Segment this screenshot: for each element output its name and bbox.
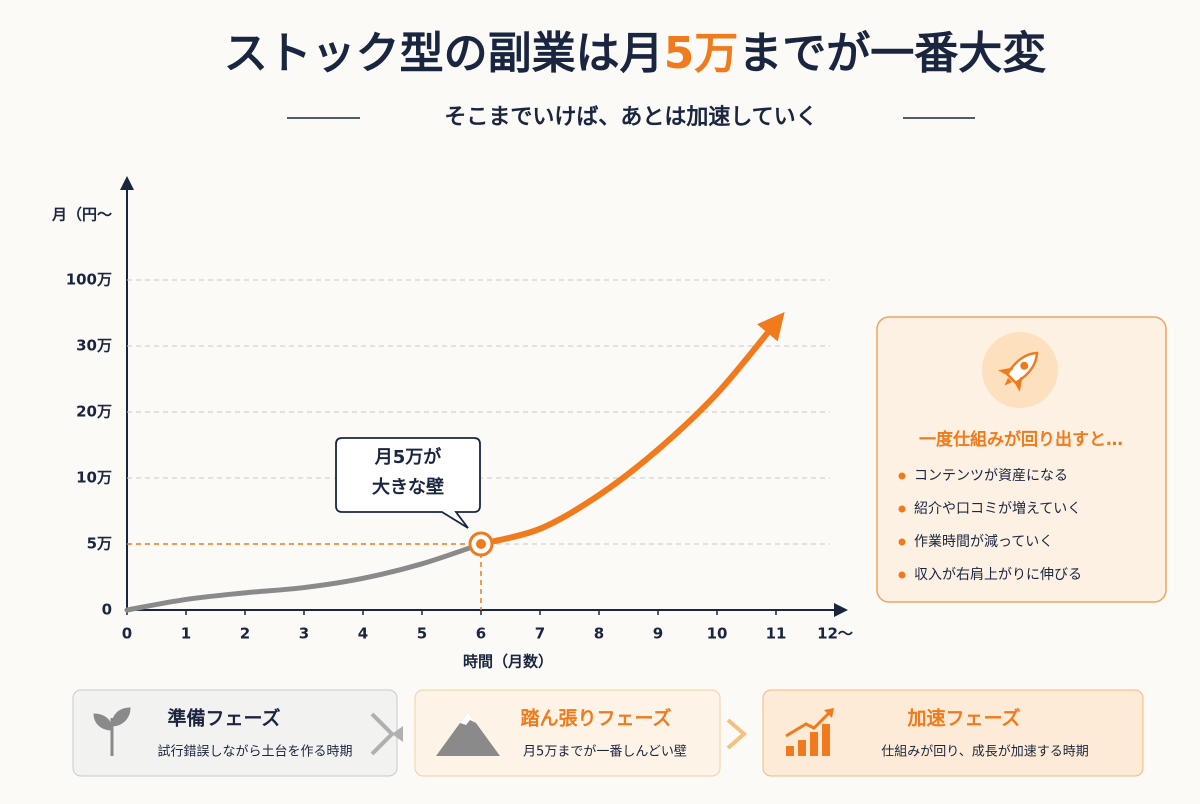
chart: 月（円～ 時間（月数） 0 5万 10万 20万 30万 100万 0 1 2 3 4 5 6 7 8 9 10… — [51, 176, 853, 671]
x-tick-label: 3 — [299, 625, 309, 643]
phase-box — [72, 689, 398, 777]
series-line — [478, 312, 785, 547]
title-highlight: 5万 — [664, 28, 739, 79]
phase-description: 仕組みが回り、成長が加速する時期 — [881, 745, 1088, 760]
title-part: ストック型の副業は月 — [224, 28, 664, 79]
panel-item: 紹介や口コミが増えていく — [914, 501, 1081, 517]
y-tick-label: 30万 — [76, 337, 112, 355]
title-part: までが一番大変 — [738, 28, 1046, 79]
bullet — [898, 505, 906, 513]
bullet — [898, 472, 906, 480]
x-tick-label: 6 — [476, 625, 486, 643]
series-line — [124, 541, 484, 613]
x-tick-label: 11 — [766, 625, 787, 643]
y-tick-label: 10万 — [76, 469, 112, 487]
bullet — [898, 538, 906, 546]
bullet — [898, 571, 906, 579]
side-panel: 一度仕組みが回り出すと… コンテンツが資産になる紹介や口コミが増えていく作業時間… — [876, 316, 1167, 603]
x-tick-label: 4 — [358, 625, 368, 643]
callout-box — [335, 437, 481, 529]
axis-arrow — [834, 603, 848, 617]
highlight-dot — [476, 539, 486, 549]
y-axis-label: 月（円～ — [51, 206, 112, 224]
x-tick-label: 0 — [122, 625, 132, 643]
y-tick-label: 5万 — [87, 535, 112, 553]
y-tick-label: 20万 — [76, 403, 112, 421]
panel-box — [876, 316, 1167, 603]
growth-icon — [785, 708, 834, 756]
phase-title: 踏ん張りフェーズ — [520, 707, 671, 730]
x-axis-label: 時間（月数） — [463, 653, 553, 671]
x-tick-label: 10 — [707, 625, 728, 643]
x-tick-label: 1 — [181, 625, 191, 643]
phase-description: 試行錯誤しながら土台を作る時期 — [157, 744, 352, 760]
x-tick-label: 7 — [535, 625, 545, 643]
sprout-icon — [93, 707, 131, 756]
y-tick-label: 0 — [102, 601, 112, 619]
panel-title: 一度仕組みが回り出すと… — [919, 429, 1123, 450]
phase-box — [762, 689, 1144, 777]
phases: 準備フェーズ 試行錯誤しながら土台を作る時期 踏ん張りフェーズ 月5万までが一番… — [72, 689, 1144, 777]
x-tick-label: 5 — [417, 625, 427, 643]
page-title: ストック型の副業は月5万までが一番大変 — [224, 28, 1047, 79]
phase-description: 月5万までが一番しんどい壁 — [523, 745, 687, 760]
phase-title: 加速フェーズ — [906, 707, 1020, 730]
x-tick-label: 12～ — [817, 625, 853, 643]
rocket-icon — [997, 351, 1039, 393]
x-tick-label: 9 — [653, 625, 663, 643]
callout-text: 月5万が — [374, 446, 442, 468]
mountain-icon — [436, 712, 500, 756]
panel-item: コンテンツが資産になる — [914, 468, 1068, 484]
panel-item: 収入が右肩上がりに伸びる — [914, 567, 1082, 583]
x-tick-label: 2 — [240, 625, 250, 643]
y-tick-label: 100万 — [66, 271, 112, 289]
phase-title: 準備フェーズ — [167, 707, 280, 730]
panel-item: 作業時間が減っていく — [914, 533, 1053, 550]
callout-text: 大きな壁 — [372, 476, 444, 498]
phase-arrow — [392, 726, 403, 742]
x-tick-label: 8 — [594, 625, 604, 643]
axis-arrow — [120, 176, 134, 190]
subtitle: そこまでいけば、あとは加速していく — [444, 104, 817, 130]
phase-arrow — [726, 718, 748, 750]
